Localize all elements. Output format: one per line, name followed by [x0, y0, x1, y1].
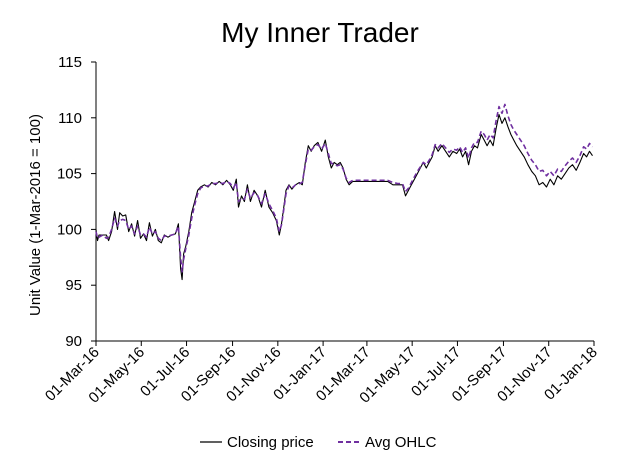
- y-tick-label: 110: [58, 110, 82, 127]
- series-line-avg-ohlc: [95, 103, 594, 273]
- y-axis-label: Unit Value (1-Mar-2016 = 100): [27, 114, 44, 316]
- axes: [95, 62, 594, 342]
- legend-label: Avg OHLC: [365, 434, 437, 451]
- y-tick-label: 90: [65, 333, 82, 350]
- series-line-closing-price: [95, 113, 593, 281]
- y-tick-label: 115: [58, 54, 82, 71]
- y-tick-label: 95: [65, 277, 82, 294]
- legend: Closing price Avg OHLC: [200, 434, 437, 451]
- y-axis-ticks: 90 95 100 105 110 115: [57, 54, 96, 350]
- y-tick-label: 105: [57, 166, 82, 183]
- legend-label: Closing price: [227, 434, 314, 451]
- x-axis-ticks: 01-Mar-1601-May-1601-Jul-1601-Sep-1601-N…: [42, 341, 601, 407]
- plot-area: [95, 103, 594, 281]
- chart-title: My Inner Trader: [221, 17, 419, 48]
- y-tick-label: 100: [57, 221, 82, 238]
